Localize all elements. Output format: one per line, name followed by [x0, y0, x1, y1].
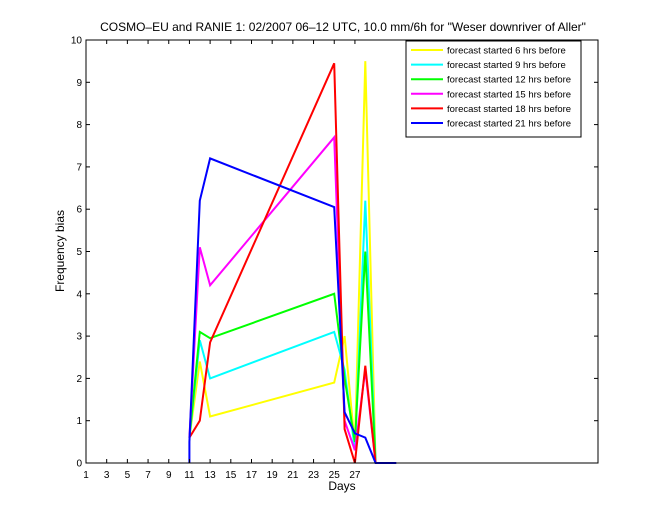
x-tick-label: 9: [166, 470, 172, 481]
legend-box: [405, 40, 582, 138]
y-tick-label: 5: [76, 247, 82, 258]
legend-label-4: forecast started 15 hrs before: [447, 89, 571, 100]
y-tick-label: 0: [76, 459, 82, 470]
series-line-5: [188, 62, 377, 464]
x-tick-label: 25: [329, 470, 341, 481]
x-tick-label: 19: [267, 470, 279, 481]
y-axis-label: Frequency bias: [53, 210, 67, 292]
x-tick-label: 17: [246, 470, 258, 481]
x-tick-label: 13: [205, 470, 217, 481]
x-tick-label: 3: [104, 470, 110, 481]
series-line-3: [188, 251, 377, 464]
y-tick-label: 6: [76, 205, 82, 216]
x-tick-label: 23: [308, 470, 320, 481]
x-tick-label: 7: [145, 470, 151, 481]
y-tick-label: 9: [76, 78, 82, 89]
x-tick-label: 27: [349, 470, 361, 481]
x-tick-label: 1: [83, 470, 89, 481]
legend-label-5: forecast started 18 hrs before: [447, 104, 571, 115]
legend-label-6: forecast started 21 hrs before: [447, 119, 571, 130]
x-tick-label: 5: [125, 470, 131, 481]
series-layer: [188, 61, 397, 464]
y-tick-label: 7: [76, 162, 82, 173]
y-tick-label: 8: [76, 120, 82, 131]
series-line-6: [188, 157, 397, 464]
series-line-2: [188, 200, 377, 464]
y-tick-label: 3: [76, 332, 82, 343]
legend: forecast started 6 hrs before forecast st…: [405, 40, 582, 138]
x-axis-label: Days: [328, 479, 355, 493]
legend-label-1: forecast started 6 hrs before: [447, 46, 566, 57]
x-tick-label: 11: [184, 470, 195, 481]
legend-label-2: forecast started 9 hrs before: [447, 60, 566, 71]
y-tick-label: 2: [76, 374, 82, 385]
y-tick-label: 4: [76, 289, 82, 300]
y-tick-label: 1: [76, 416, 82, 427]
series-line-1: [188, 61, 377, 464]
y-tick-label: 10: [71, 36, 83, 47]
x-tick-label: 15: [225, 470, 237, 481]
chart-title: COSMO–EU and RANIE 1: 02/2007 06–12 UTC,…: [100, 20, 586, 34]
x-tick-label: 21: [287, 470, 299, 481]
legend-label-3: forecast started 12 hrs before: [447, 75, 571, 86]
